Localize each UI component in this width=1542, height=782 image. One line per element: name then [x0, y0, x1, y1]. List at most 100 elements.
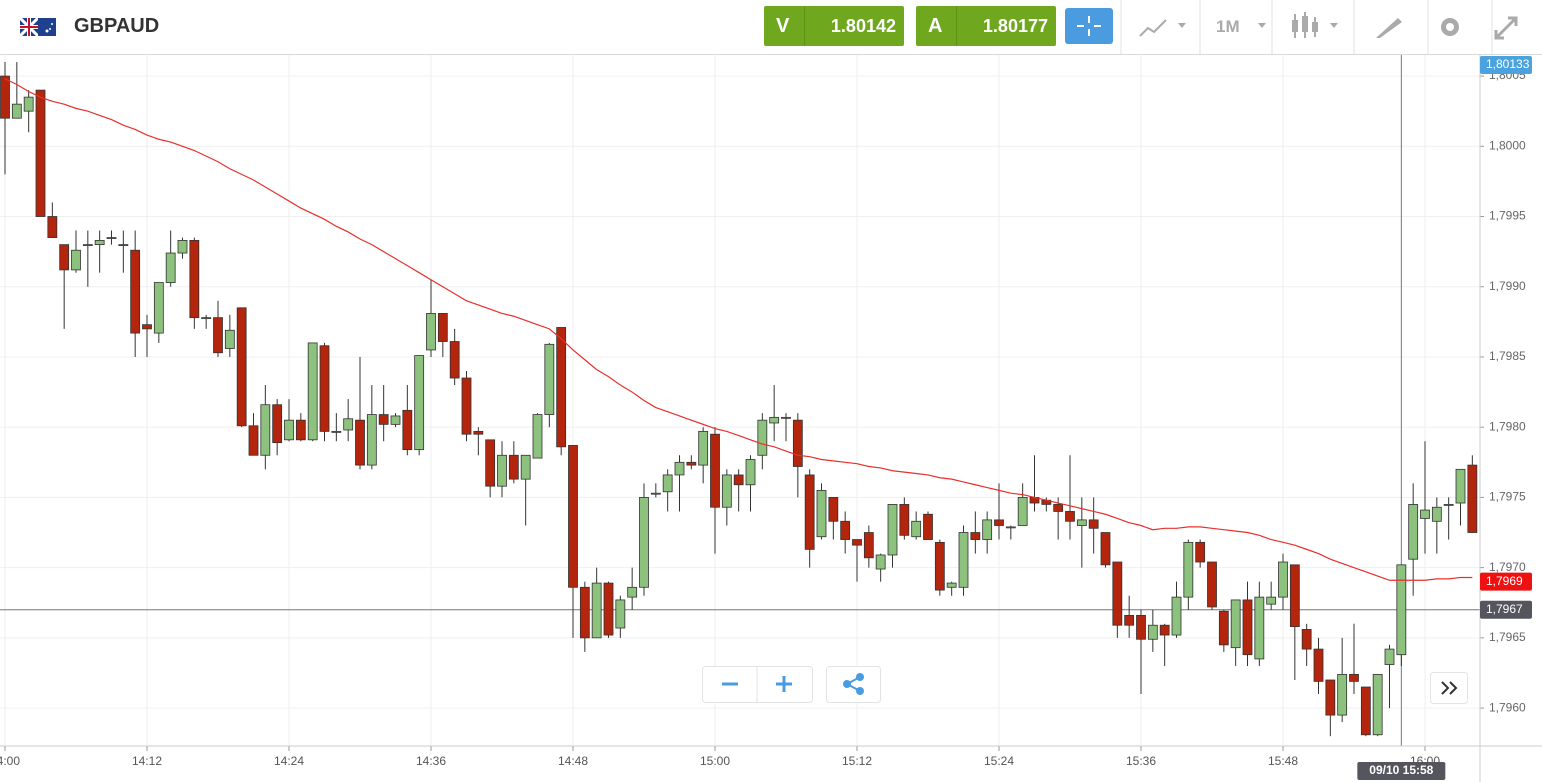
timeframe[interactable]: 1M — [1216, 17, 1240, 36]
moving-average — [4, 78, 1473, 581]
candle-body — [0, 75, 10, 119]
candle-body — [165, 252, 176, 283]
x-tick-label: 14:48 — [558, 754, 588, 768]
candle-body — [1372, 673, 1383, 736]
candle-body — [603, 582, 614, 636]
y-tick-label: 1,7985 — [1489, 349, 1526, 363]
candle-body — [71, 249, 81, 271]
ma-price-tag: 1,7969 — [1486, 574, 1523, 588]
y-tick-label: 1,7960 — [1489, 700, 1526, 714]
buy-button[interactable]: A 1.80177 — [916, 6, 1056, 46]
candle-body — [887, 504, 898, 556]
candle-body — [544, 343, 555, 415]
zoom-controls — [702, 666, 881, 703]
sell-price: 1.80142 — [830, 16, 896, 36]
candle-body — [899, 504, 910, 536]
candle-body — [1278, 561, 1288, 598]
candle-body — [1053, 504, 1064, 512]
candle-body — [934, 541, 945, 591]
x-tick-label: 14:36 — [416, 754, 446, 768]
candle-body — [1289, 564, 1300, 628]
candle-body — [781, 416, 791, 419]
x-tick-label: 14:00 — [0, 754, 20, 768]
candle-body — [1147, 624, 1158, 640]
candle-body — [414, 355, 425, 451]
candle-body — [331, 430, 342, 433]
candle-body — [319, 345, 330, 432]
y-tick-label: 1,7970 — [1489, 560, 1526, 574]
candle-body — [1076, 519, 1087, 526]
candle-body — [307, 342, 318, 441]
scroll-right-button[interactable] — [1430, 672, 1468, 704]
candle-body — [520, 454, 531, 480]
candle-body — [1242, 599, 1253, 656]
flag — [20, 18, 56, 36]
candle-body — [1266, 596, 1277, 605]
candle-body — [1443, 504, 1454, 506]
candle-body — [769, 416, 780, 424]
x-tick-label: 15:48 — [1268, 754, 1298, 768]
price-line-tag: 1,7967 — [1486, 602, 1523, 616]
candle-body — [1100, 532, 1111, 566]
sell-button[interactable]: V 1.80142 — [764, 6, 904, 46]
candle-body — [508, 454, 519, 480]
candle-body — [1017, 497, 1028, 526]
candle-body — [343, 418, 354, 431]
candle-body — [1455, 468, 1466, 504]
candle-body — [816, 489, 827, 538]
candle-body — [863, 532, 874, 559]
candle-body — [1254, 596, 1265, 660]
candle-body — [1112, 561, 1123, 626]
last-price-tag-bg — [1480, 56, 1532, 74]
candle-body — [911, 520, 922, 538]
price-line-tag-bg — [1480, 600, 1532, 619]
candle-body — [721, 474, 732, 508]
symbol: GBPAUD — [74, 15, 160, 37]
candle-body — [1195, 541, 1206, 563]
candle-body — [674, 461, 685, 476]
header: GBPAUD V 1.80142 A 1.80177 1M — [0, 0, 1542, 55]
candle-body — [378, 414, 389, 425]
candle-body — [295, 419, 306, 441]
share-button[interactable] — [826, 666, 881, 703]
candle-body — [1171, 596, 1182, 636]
candle-body — [591, 582, 602, 639]
x-tick-label: 15:24 — [984, 754, 1014, 768]
x-tick-label: 14:12 — [132, 754, 162, 768]
candle-body — [792, 419, 803, 467]
candle-body — [946, 582, 957, 588]
candle-body — [1467, 464, 1478, 533]
candle-body — [224, 329, 235, 349]
candle-body — [11, 103, 22, 119]
crosshair-button[interactable] — [1065, 8, 1113, 44]
candle-body — [189, 239, 200, 319]
candle-body — [852, 539, 862, 546]
buy-price: 1.80177 — [982, 16, 1048, 36]
candle-body — [390, 415, 401, 425]
candle-body — [118, 244, 129, 247]
candle-body — [1183, 541, 1194, 598]
candle-body — [1313, 648, 1324, 682]
candle-body — [745, 459, 756, 486]
candle-body — [248, 425, 259, 456]
candle-body — [94, 239, 105, 246]
candle-body — [497, 454, 507, 487]
candle-body — [437, 313, 448, 342]
candle-body — [1159, 624, 1170, 636]
candle-body — [804, 474, 815, 550]
candle-body — [1420, 509, 1430, 519]
y-tick-label: 1,8000 — [1489, 138, 1526, 152]
candle-body — [579, 586, 590, 639]
candle-body — [1088, 519, 1099, 529]
candle-body — [1408, 504, 1419, 560]
candle-body — [923, 513, 933, 540]
x-tick-label: 15:00 — [700, 754, 730, 768]
candle-body — [1124, 614, 1135, 626]
plot — [0, 55, 1480, 746]
candle-body — [272, 404, 283, 444]
candle-body — [1136, 614, 1146, 640]
candle-body — [106, 237, 117, 239]
y-tick-label: 1,7980 — [1489, 419, 1526, 433]
candle-body — [1360, 686, 1371, 736]
